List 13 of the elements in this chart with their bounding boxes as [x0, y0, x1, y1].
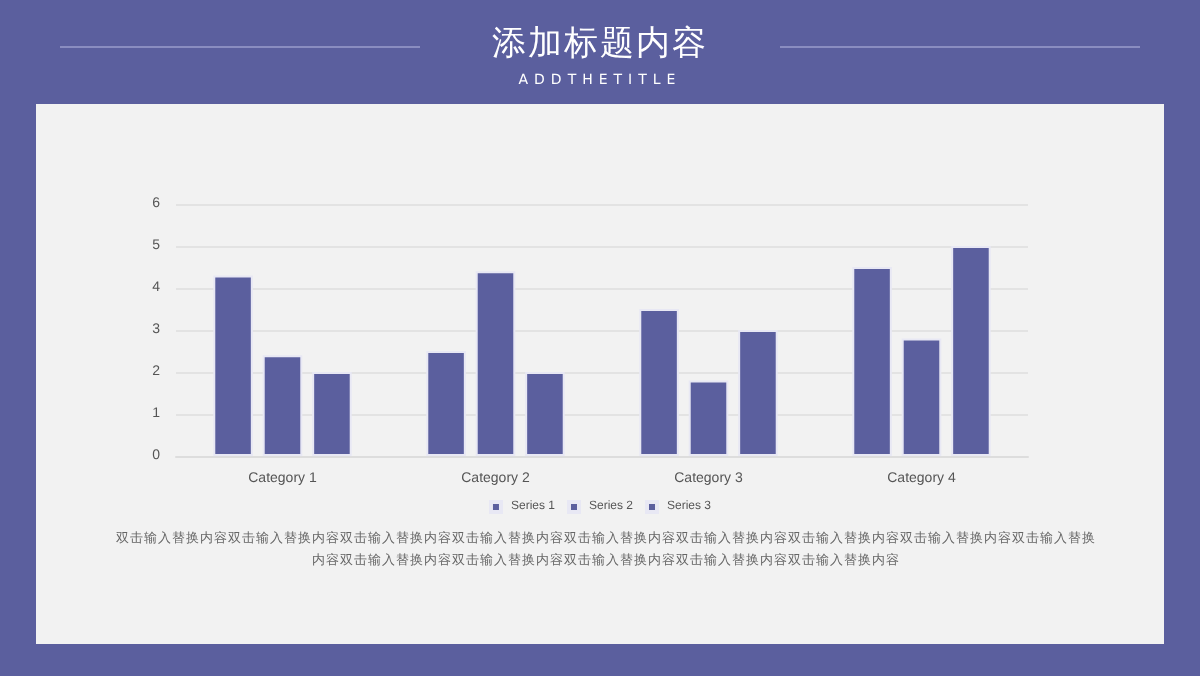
bar [262, 355, 303, 456]
bar [213, 275, 253, 456]
bar [639, 309, 679, 456]
bar [312, 372, 352, 456]
chart-title: 添加标题内容 [490, 22, 710, 66]
bar [738, 330, 778, 456]
bar [951, 246, 991, 456]
bar [475, 271, 516, 456]
bar [852, 267, 892, 456]
bar [426, 351, 466, 456]
bar [688, 380, 729, 456]
bar [901, 338, 942, 456]
bar [525, 372, 565, 456]
